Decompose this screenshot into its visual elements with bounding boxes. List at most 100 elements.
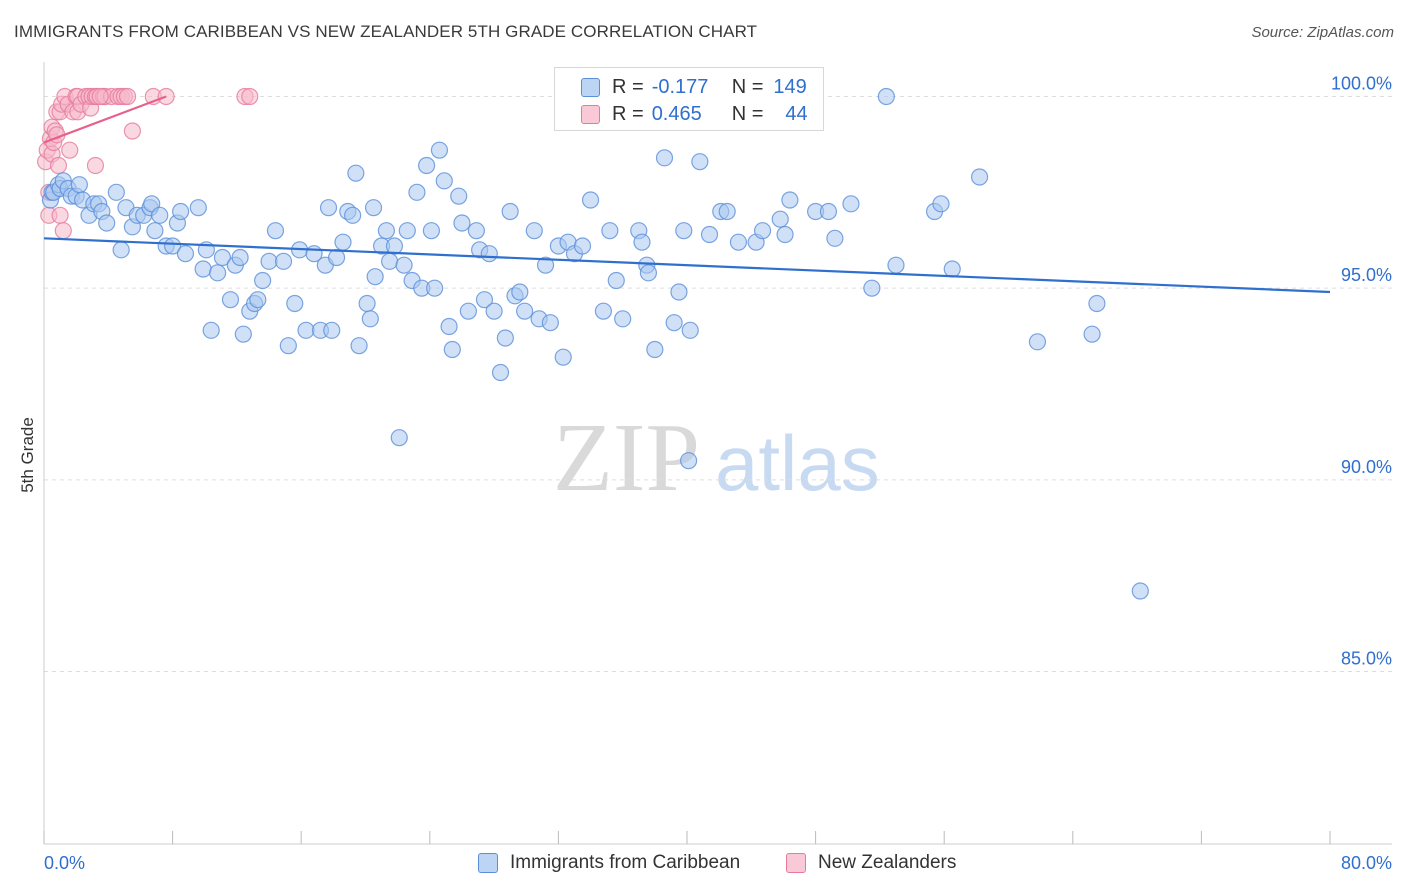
caribbean-point (194, 260, 212, 278)
caribbean-point (863, 279, 881, 297)
caribbean-point (146, 222, 164, 240)
caribbean-point (501, 202, 519, 221)
caribbean-points (41, 87, 1149, 600)
caribbean-point (279, 337, 297, 355)
caribbean-point (70, 176, 88, 194)
caribbean-point (781, 191, 799, 209)
caribbean-point (601, 222, 619, 240)
stats-row-new-zealanders: R = 0.465 N = 44 (581, 100, 808, 128)
caribbean-point (390, 429, 408, 447)
new-zealanders-point (49, 156, 68, 175)
r-label: R = (612, 102, 644, 125)
caribbean-point (771, 210, 789, 228)
caribbean-point (842, 195, 860, 213)
x-tick-label: 80.0% (1341, 853, 1392, 873)
caribbean-point (344, 206, 362, 224)
caribbean-point (729, 233, 748, 251)
caribbean-point (274, 252, 293, 270)
new-zealanders-trend-line (43, 95, 167, 144)
caribbean-point (249, 291, 267, 309)
caribbean-point (680, 452, 698, 470)
caribbean-point (646, 340, 664, 359)
new-zealanders-point (241, 87, 259, 106)
watermark-atlas: atlas (715, 419, 880, 507)
caribbean-point (819, 202, 838, 221)
chart-title: IMMIGRANTS FROM CARIBBEAN VS NEW ZEALAND… (14, 22, 758, 41)
caribbean-point (417, 156, 436, 175)
caribbean-point (1131, 582, 1149, 600)
caribbean-point (681, 321, 699, 339)
caribbean-point (943, 260, 961, 278)
caribbean-point (475, 291, 494, 309)
caribbean-point (443, 340, 461, 359)
new-zealanders-point (86, 156, 105, 175)
caribbean-point (453, 214, 471, 232)
caribbean-point (607, 271, 625, 290)
caribbean-point (266, 222, 285, 240)
caribbean-point (614, 310, 632, 328)
caribbean-point (491, 363, 510, 382)
caribbean-point (1028, 333, 1047, 351)
caribbean-point (422, 222, 441, 240)
r-value: -0.177 (651, 75, 709, 98)
caribbean-point (496, 329, 514, 347)
n-value: 149 (773, 75, 807, 98)
caribbean-point (450, 187, 468, 205)
caribbean-point (594, 302, 613, 320)
caribbean-point (485, 302, 503, 320)
caribbean-point (541, 314, 559, 332)
caribbean-point (511, 283, 529, 301)
caribbean-point (112, 241, 130, 259)
caribbean-point (932, 195, 950, 213)
legend-label: Immigrants from Caribbean (510, 852, 741, 873)
caribbean-point (377, 222, 395, 240)
caribbean-point (581, 191, 600, 209)
caribbean-trend-line (43, 237, 1331, 294)
watermark: ZIP atlas (553, 404, 880, 512)
caribbean-point (573, 237, 592, 255)
caribbean-point (398, 222, 416, 240)
legend-label: New Zealanders (818, 852, 957, 873)
caribbean-point (480, 245, 498, 263)
r-label: R = (612, 75, 644, 98)
caribbean-point (319, 199, 338, 217)
caribbean-point (536, 256, 555, 274)
caribbean-point (718, 202, 736, 221)
y-tick-label: 100.0% (1331, 74, 1392, 94)
new-zealanders-point (91, 87, 109, 106)
new-zealanders-point (61, 141, 79, 159)
caribbean-point (260, 252, 278, 270)
caribbean-point (98, 214, 116, 232)
legend-item-caribbean[interactable]: Immigrants from Caribbean (478, 852, 740, 874)
caribbean-point (385, 237, 404, 255)
x-tick-label: 0.0% (44, 853, 85, 873)
source-credit: Source: ZipAtlas.com (1251, 24, 1394, 41)
caribbean-point (554, 348, 572, 366)
caribbean-point (467, 222, 486, 240)
new-zealanders-point (54, 222, 72, 240)
caribbean-point (381, 252, 399, 270)
n-label: N = (731, 75, 764, 98)
caribbean-point (887, 256, 905, 274)
new-zealanders-legend-swatch (786, 853, 806, 873)
caribbean-point (877, 87, 895, 106)
y-tick-label: 90.0% (1341, 457, 1392, 477)
stats-legend: R = -0.177 N = 149 R = 0.465 N = 44 (554, 67, 824, 131)
y-axis-label: 5th Grade (18, 417, 37, 493)
caribbean-point (172, 202, 190, 221)
caribbean-point (234, 325, 252, 343)
caribbean-point (358, 294, 376, 313)
y-tick-labels: 85.0% 90.0% 95.0% 100.0% (1331, 74, 1392, 669)
caribbean-point (164, 237, 182, 255)
caribbean-point (700, 225, 719, 244)
caribbean-swatch (581, 77, 600, 97)
caribbean-point (670, 283, 688, 301)
n-label: N = (731, 102, 764, 125)
caribbean-point (639, 264, 658, 282)
caribbean-point (426, 279, 444, 297)
caribbean-point (430, 141, 449, 159)
caribbean-point (350, 337, 368, 355)
trend-lines (43, 95, 1331, 294)
caribbean-point (334, 233, 352, 251)
legend-item-new-zealanders[interactable]: New Zealanders (786, 852, 956, 874)
